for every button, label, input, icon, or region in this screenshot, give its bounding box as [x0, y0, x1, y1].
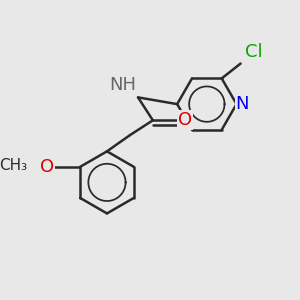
- Text: NH: NH: [109, 76, 136, 94]
- Text: Cl: Cl: [245, 44, 263, 62]
- Text: O: O: [178, 111, 192, 129]
- Text: O: O: [40, 158, 54, 176]
- Text: N: N: [236, 95, 249, 113]
- Text: CH₃: CH₃: [0, 158, 28, 173]
